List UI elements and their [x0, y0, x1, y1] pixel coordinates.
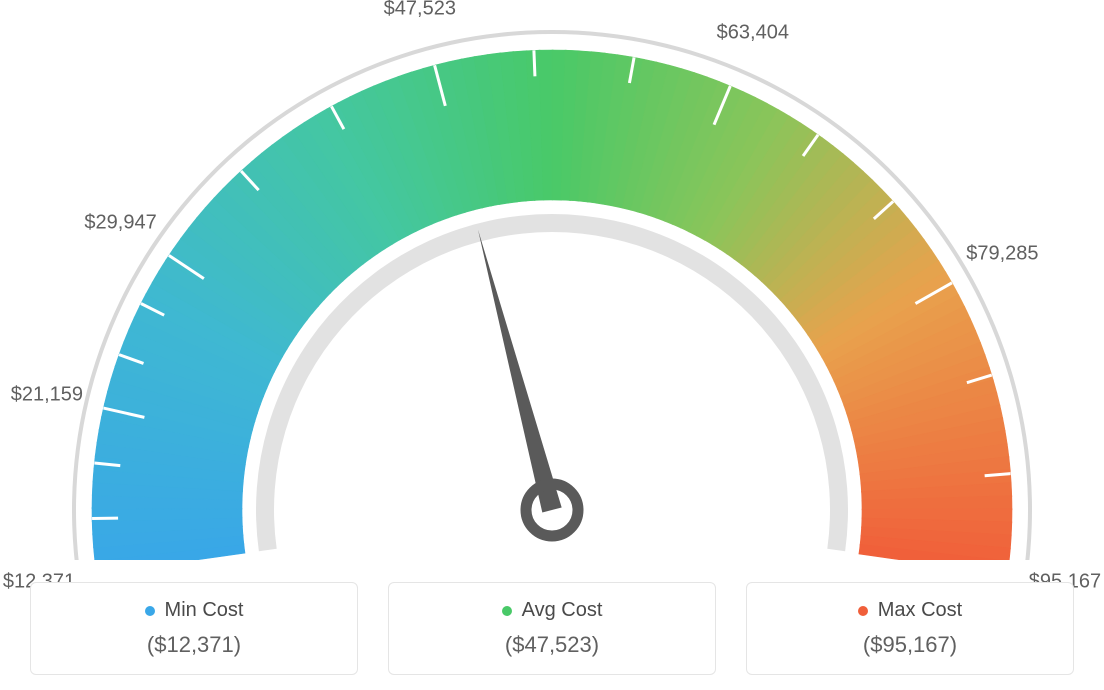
- gauge-tick-label: $47,523: [384, 0, 456, 21]
- legend-dot-icon: [145, 606, 155, 616]
- gauge-tick-label: $79,285: [966, 243, 1038, 266]
- legend-title-text: Avg Cost: [522, 599, 603, 622]
- legend-row: Min Cost ($12,371) Avg Cost ($47,523) Max Co…: [0, 582, 1104, 675]
- gauge-needle: [478, 230, 562, 513]
- gauge-chart: $12,371$21,159$29,947$47,523$63,404$79,2…: [0, 0, 1104, 560]
- legend-title-text: Max Cost: [878, 599, 962, 622]
- gauge-svg: [0, 0, 1104, 560]
- legend-card-title: Min Cost: [145, 599, 244, 622]
- legend-title-text: Min Cost: [165, 599, 244, 622]
- legend-dot-icon: [858, 606, 868, 616]
- gauge-tick-label: $63,404: [717, 21, 789, 44]
- legend-card-value: ($95,167): [757, 632, 1063, 658]
- gauge-tick-label: $21,159: [11, 384, 83, 407]
- legend-card: Max Cost ($95,167): [746, 582, 1074, 675]
- legend-dot-icon: [502, 606, 512, 616]
- gauge-tick-label: $29,947: [84, 212, 156, 235]
- legend-card: Min Cost ($12,371): [30, 582, 358, 675]
- legend-card-title: Avg Cost: [502, 599, 603, 622]
- legend-card: Avg Cost ($47,523): [388, 582, 716, 675]
- gauge-minor-tick: [534, 50, 535, 76]
- legend-card-value: ($12,371): [41, 632, 347, 658]
- gauge-minor-tick: [985, 474, 1011, 476]
- legend-card-title: Max Cost: [858, 599, 962, 622]
- legend-card-value: ($47,523): [399, 632, 705, 658]
